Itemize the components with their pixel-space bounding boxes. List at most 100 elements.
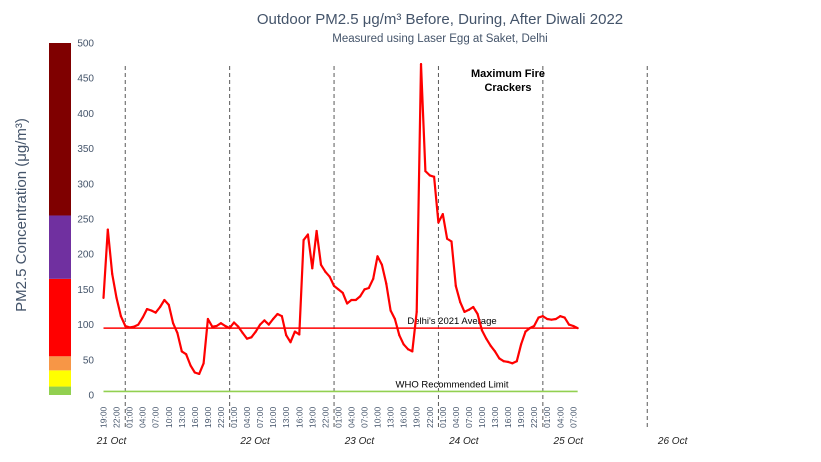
x-tick-label: 22:00 — [320, 406, 330, 428]
data-point — [176, 331, 179, 335]
data-point — [467, 308, 470, 311]
data-point — [372, 277, 375, 280]
data-point — [559, 315, 562, 318]
data-point — [572, 324, 575, 328]
data-point — [158, 305, 162, 309]
data-point — [124, 324, 127, 328]
data-point — [280, 315, 283, 318]
color-band-0 — [49, 386, 71, 395]
x-tick-label: 16:00 — [294, 406, 304, 428]
x-tick-label: 07:00 — [464, 406, 474, 428]
data-point — [498, 357, 501, 360]
annotation-text: Crackers — [484, 82, 531, 94]
x-tick-label: 01:00 — [333, 406, 343, 428]
data-point — [563, 316, 566, 319]
data-point — [454, 284, 457, 287]
x-tick-label: 19:00 — [516, 406, 526, 428]
reference-line-label: Delhi's 2021 Average — [407, 316, 496, 327]
x-tick-label: 19:00 — [412, 406, 422, 428]
data-point — [250, 336, 253, 339]
x-tick-label: 13:00 — [386, 406, 396, 428]
data-point — [328, 275, 331, 278]
data-point — [267, 323, 270, 326]
data-point — [354, 298, 357, 302]
data-point — [228, 327, 231, 330]
x-tick-label: 22:00 — [529, 406, 539, 428]
x-tick-label: 07:00 — [568, 406, 578, 428]
color-band-scale — [49, 43, 71, 395]
data-point — [332, 284, 336, 287]
data-point — [389, 309, 392, 312]
x-tick-label: 13:00 — [177, 406, 187, 428]
data-point — [533, 324, 536, 328]
day-labels: 21 Oct 22 Oct 23 Oct 24 Oct 25 Oct 26 Oct — [96, 436, 689, 447]
data-point — [285, 334, 288, 337]
data-point — [150, 309, 153, 312]
data-point — [511, 362, 514, 365]
data-point — [102, 296, 105, 299]
data-point — [128, 326, 131, 329]
data-point — [289, 341, 292, 344]
color-band-5 — [49, 43, 71, 216]
x-tick-label: 07:00 — [360, 406, 370, 428]
annotation-text: Maximum Fire — [471, 68, 545, 80]
data-point — [337, 288, 340, 291]
reference-lines: Delhi's 2021 Average WHO Recommended Limi… — [103, 316, 578, 393]
data-point — [415, 310, 418, 314]
day-label: 21 Oct — [96, 436, 128, 447]
data-point — [406, 348, 410, 351]
x-tick-label: 10:00 — [164, 406, 174, 428]
y-tick-label: 300 — [77, 179, 94, 190]
data-point — [293, 330, 296, 333]
chart-subtitle: Measured using Laser Egg at Saket, Delhi — [332, 33, 547, 45]
color-band-4 — [49, 215, 71, 279]
data-point — [111, 272, 114, 276]
data-point — [393, 317, 397, 321]
data-point — [463, 310, 466, 314]
data-point — [398, 334, 401, 337]
data-point — [450, 240, 453, 243]
y-tick-label: 400 — [77, 109, 94, 120]
color-band-1 — [49, 370, 71, 387]
data-point — [198, 372, 201, 375]
x-tick-label: 22:00 — [216, 406, 226, 428]
midnight-lines — [124, 66, 648, 428]
data-point — [141, 316, 144, 319]
day-label: 25 Oct — [553, 436, 585, 447]
data-point — [550, 318, 553, 321]
y-tick-label: 150 — [77, 285, 94, 296]
data-point — [324, 270, 327, 273]
annotations: Maximum Fire Crackers — [471, 68, 545, 94]
data-point — [546, 317, 549, 321]
x-tick-label: 13:00 — [281, 406, 291, 428]
data-point — [493, 350, 497, 353]
x-tick-label: 19:00 — [99, 406, 109, 428]
data-point — [145, 308, 149, 311]
data-point — [302, 239, 305, 242]
data-point — [576, 327, 579, 330]
data-point — [167, 303, 170, 306]
series-lines — [102, 62, 579, 375]
data-point — [380, 263, 383, 266]
color-band-3 — [49, 278, 71, 357]
data-point — [476, 312, 479, 316]
x-tick-label: 19:00 — [307, 406, 317, 428]
data-point — [367, 286, 370, 290]
x-tick-label: 22:00 — [112, 406, 122, 428]
data-point — [446, 237, 449, 240]
data-point — [254, 330, 257, 333]
x-tick-label: 04:00 — [138, 406, 148, 428]
x-tick-label: 04:00 — [555, 406, 565, 428]
x-tick-label: 16:00 — [399, 406, 409, 428]
data-point — [185, 353, 188, 356]
data-point — [541, 315, 544, 318]
data-point — [359, 295, 362, 298]
data-point — [485, 337, 488, 340]
reference-line-label: WHO Recommended Limit — [396, 379, 509, 390]
data-point — [137, 323, 140, 326]
data-point — [437, 221, 440, 224]
data-point — [489, 344, 492, 347]
day-label: 26 Oct — [657, 436, 689, 447]
data-point — [202, 362, 205, 365]
